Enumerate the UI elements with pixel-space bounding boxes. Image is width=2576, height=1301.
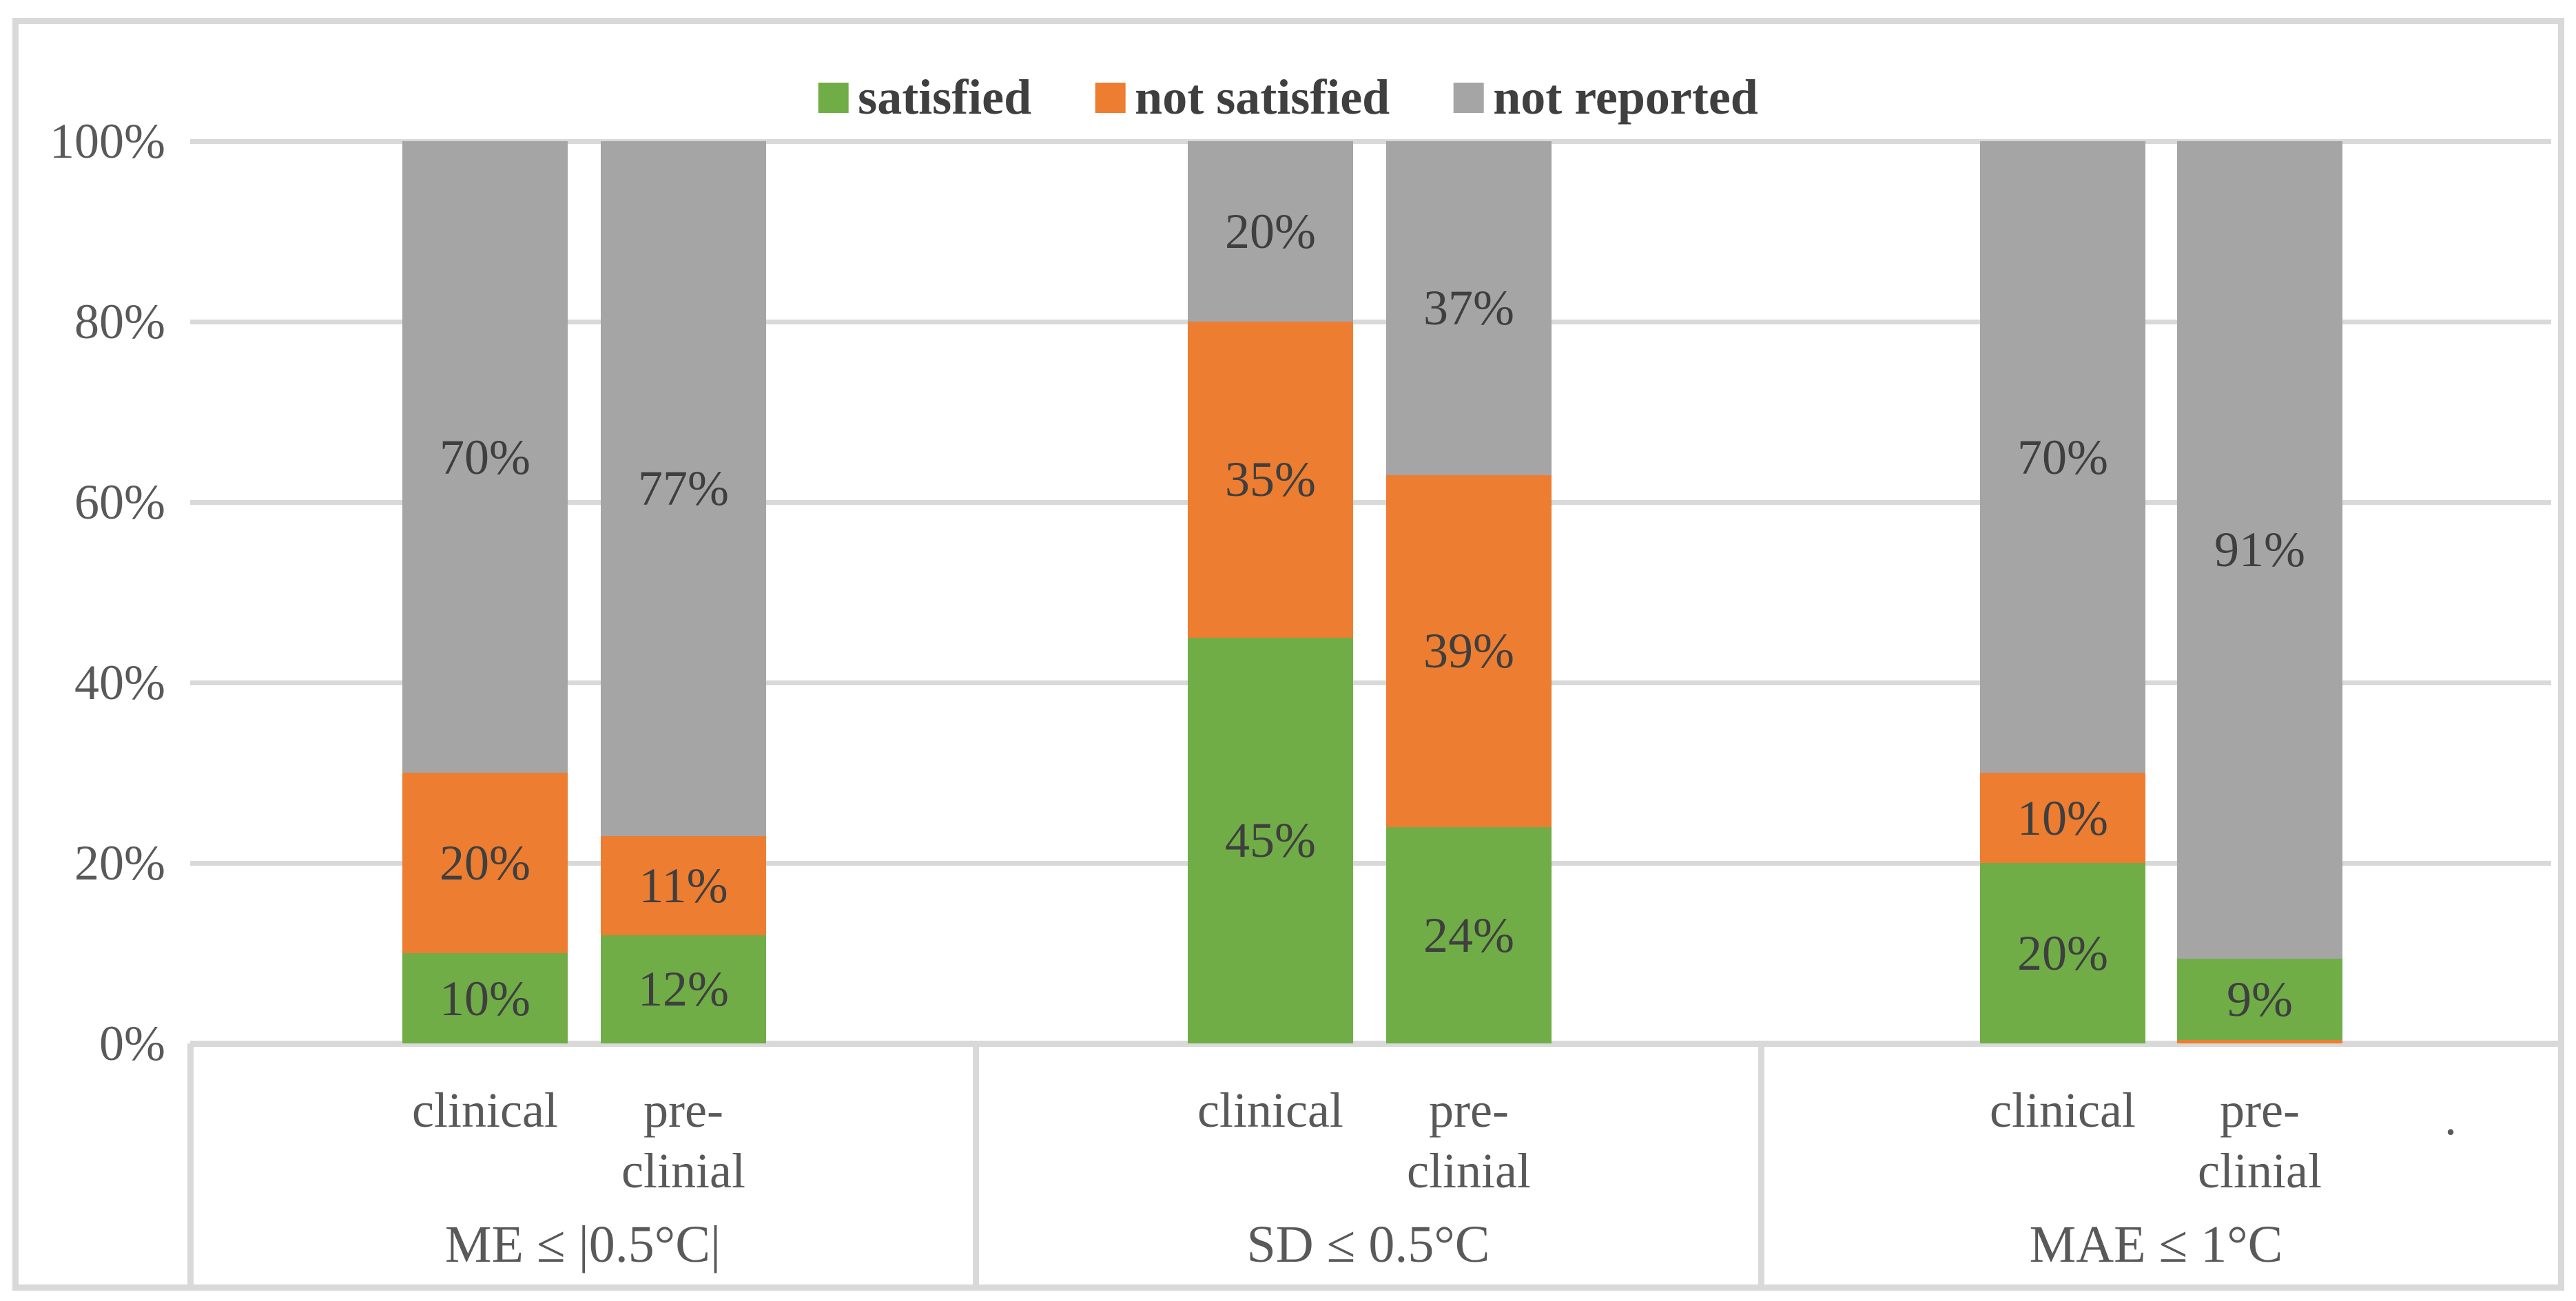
legend-swatch-icon: [1453, 82, 1484, 113]
bar-segment-not-satisfied: [1980, 773, 2145, 863]
category-tick-label: clinical: [1146, 1080, 1394, 1141]
category-tick-line: clinial: [2198, 1143, 2322, 1198]
gridline: [190, 320, 2551, 324]
group-label: ME ≤ |0.5°C|: [444, 1216, 721, 1273]
category-tick-line: pre-: [2220, 1083, 2300, 1138]
bar-segment-satisfied: [1980, 863, 2145, 1043]
x-axis-line: [190, 1041, 2564, 1047]
bar-segment-satisfied: [601, 935, 766, 1043]
data-label: 91%: [2214, 522, 2305, 578]
category-tick-label: pre-clinial: [2136, 1080, 2384, 1201]
data-label: 35%: [1225, 452, 1316, 508]
stray-period: .: [2444, 1090, 2457, 1145]
bar-segment-satisfied: [1188, 637, 1353, 1043]
legend-item: not satisfied: [1095, 69, 1390, 126]
legend-swatch-icon: [818, 82, 849, 113]
category-table-divider: [1758, 1043, 1764, 1287]
data-label: 9%: [2227, 971, 2293, 1027]
data-label: 20%: [2017, 926, 2108, 981]
bar-segment-not-reported: [1386, 141, 1552, 475]
category-table-divider: [187, 1043, 194, 1287]
legend-label: satisfied: [858, 70, 1032, 125]
y-tick-label: 0%: [99, 1016, 165, 1071]
y-tick-label: 100%: [50, 114, 165, 169]
gridline: [190, 500, 2551, 505]
bar-segment-not-reported: [601, 141, 766, 836]
bar-segment-not-reported: [2177, 141, 2342, 959]
category-tick-line: pre-: [643, 1083, 723, 1138]
data-label: 37%: [1423, 280, 1514, 336]
data-label: 10%: [440, 970, 530, 1026]
y-tick-label: 80%: [74, 294, 165, 349]
data-label: 10%: [2017, 790, 2108, 846]
bar-segment-satisfied: [2177, 958, 2342, 1040]
bar-segment-not-satisfied: [601, 835, 766, 935]
group-label: MAE ≤ 1°C: [2029, 1216, 2283, 1273]
bar-segment-not-reported: [1980, 141, 2145, 773]
legend-item: not reported: [1453, 69, 1758, 126]
bar-segment-satisfied: [402, 953, 568, 1043]
data-label: 39%: [1423, 623, 1514, 679]
category-tick-line: clinial: [1407, 1143, 1531, 1198]
data-label: 77%: [638, 461, 729, 517]
bar-segment-not-satisfied: [2177, 1039, 2342, 1043]
bar-segment-not-satisfied: [1188, 322, 1353, 638]
category-tick-label: pre-clinial: [1345, 1080, 1593, 1201]
bar-segment-not-satisfied: [1386, 475, 1552, 827]
bar-segment-not-satisfied: [402, 773, 568, 953]
data-label: 20%: [440, 835, 530, 891]
data-label: 45%: [1225, 813, 1316, 868]
data-label: 70%: [440, 429, 530, 485]
category-tick-line: clinical: [412, 1083, 558, 1138]
data-label: 70%: [2017, 429, 2108, 485]
bar-segment-satisfied: [1386, 826, 1552, 1043]
category-tick-line: clinical: [1990, 1083, 2136, 1138]
category-table-divider: [973, 1043, 979, 1287]
chart-border: [12, 18, 2564, 1291]
legend-label: not reported: [1493, 70, 1758, 125]
y-tick-label: 60%: [74, 475, 165, 530]
y-tick-label: 40%: [74, 655, 165, 710]
bar-segment-not-reported: [1188, 141, 1353, 322]
data-label: 12%: [638, 961, 729, 1017]
data-label: 24%: [1423, 907, 1514, 963]
legend-swatch-icon: [1095, 82, 1126, 113]
category-tick-line: clinial: [621, 1143, 745, 1198]
gridline: [190, 680, 2551, 685]
bar-segment-not-reported: [402, 141, 568, 773]
y-tick-label: 20%: [74, 835, 165, 891]
gridline: [190, 861, 2551, 866]
group-label: SD ≤ 0.5°C: [1246, 1216, 1490, 1273]
legend-item: satisfied: [818, 69, 1031, 126]
data-label: 11%: [639, 857, 728, 913]
category-tick-label: clinical: [361, 1080, 609, 1141]
legend-label: not satisfied: [1135, 70, 1390, 125]
category-tick-line: clinical: [1197, 1083, 1343, 1138]
gridline: [190, 139, 2551, 144]
category-tick-label: pre-clinial: [559, 1080, 807, 1201]
legend: satisfied not satisfied not reported: [818, 69, 1758, 126]
data-label: 20%: [1225, 204, 1316, 259]
category-tick-label: clinical: [1939, 1080, 2187, 1141]
category-tick-line: pre-: [1429, 1083, 1509, 1138]
